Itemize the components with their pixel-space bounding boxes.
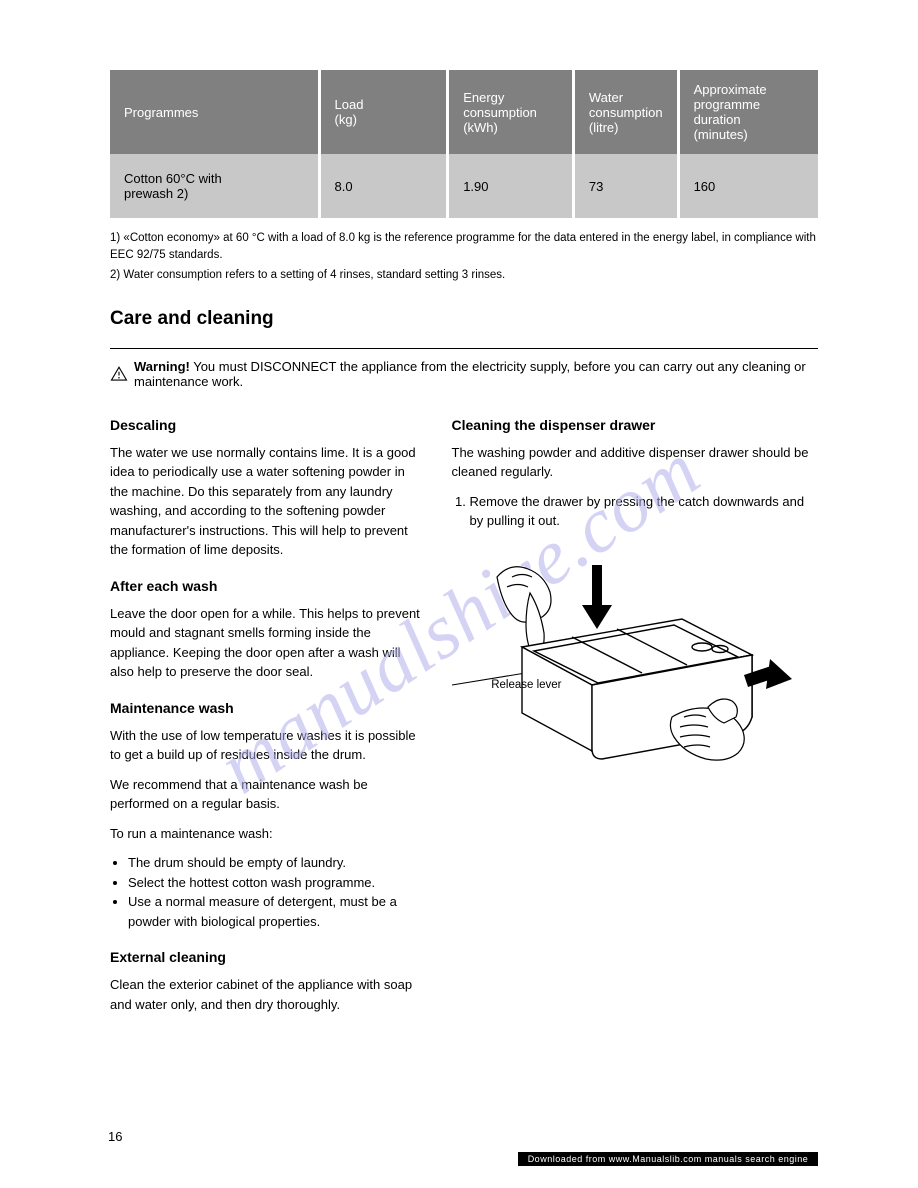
consumption-table: Programmes Load (kg) Energy consumption … — [110, 70, 818, 218]
cell-water: 73 — [575, 154, 680, 218]
warning-rest: You must DISCONNECT the appliance from t… — [134, 359, 806, 389]
warning-text: Warning! You must DISCONNECT the applian… — [134, 359, 818, 389]
maint-list-item: Select the hottest cotton wash programme… — [128, 873, 422, 893]
table-row: Cotton 60°C with prewash 2) 8.0 1.90 73 … — [110, 154, 818, 218]
cell-programme: Cotton 60°C with prewash 2) — [110, 154, 321, 218]
para-ext: Clean the exterior cabinet of the applia… — [110, 975, 422, 1014]
cell-load: 8.0 — [321, 154, 450, 218]
cell-duration: 160 — [680, 154, 818, 218]
drawer-step-1: Remove the drawer by pressing the catch … — [470, 492, 818, 531]
warning-bold: Warning! — [134, 359, 190, 374]
cell-energy: 1.90 — [449, 154, 575, 218]
footer-attribution: Downloaded from www.Manualslib.com manua… — [518, 1152, 818, 1166]
maint-list-item: Use a normal measure of detergent, must … — [128, 892, 422, 931]
maint-list: The drum should be empty of laundry. Sel… — [110, 853, 422, 931]
footnote-1: 1) «Cotton economy» at 60 °C with a load… — [110, 230, 818, 265]
subhead-maint: Maintenance wash — [110, 700, 422, 716]
para-descaling: The water we use normally contains lime.… — [110, 443, 422, 560]
para-maint-2: We recommend that a maintenance wash be … — [110, 775, 422, 814]
footnotes-block: 1) «Cotton economy» at 60 °C with a load… — [110, 230, 818, 284]
subhead-ext: External cleaning — [110, 949, 422, 965]
col-header-energy: Energy consumption (kWh) — [449, 70, 575, 154]
footnote-2: 2) Water consumption refers to a setting… — [110, 267, 818, 284]
section-title-care-cleaning: Care and cleaning — [110, 308, 818, 330]
para-drawer: The washing powder and additive dispense… — [452, 443, 818, 482]
release-lever-label: Release lever — [452, 679, 562, 691]
section-divider — [110, 348, 818, 349]
drawer-diagram: Release lever — [452, 537, 792, 797]
warning-line: Warning! You must DISCONNECT the applian… — [110, 359, 818, 389]
para-maint-3: To run a maintenance wash: — [110, 824, 422, 844]
page-number: 16 — [108, 1129, 122, 1144]
col-header-programmes: Programmes — [110, 70, 321, 154]
warning-icon — [110, 365, 128, 383]
maint-list-item: The drum should be empty of laundry. — [128, 853, 422, 873]
col-header-water: Water consumption (litre) — [575, 70, 680, 154]
col-header-duration: Approximate programme duration (minutes) — [680, 70, 818, 154]
drawer-steps: Remove the drawer by pressing the catch … — [452, 492, 818, 531]
col-header-load: Load (kg) — [321, 70, 450, 154]
subhead-descaling: Descaling — [110, 417, 422, 433]
subhead-afterwash: After each wash — [110, 578, 422, 594]
subhead-drawer: Cleaning the dispenser drawer — [452, 417, 818, 433]
para-afterwash: Leave the door open for a while. This he… — [110, 604, 422, 682]
para-maint-1: With the use of low temperature washes i… — [110, 726, 422, 765]
table-header-row: Programmes Load (kg) Energy consumption … — [110, 70, 818, 154]
